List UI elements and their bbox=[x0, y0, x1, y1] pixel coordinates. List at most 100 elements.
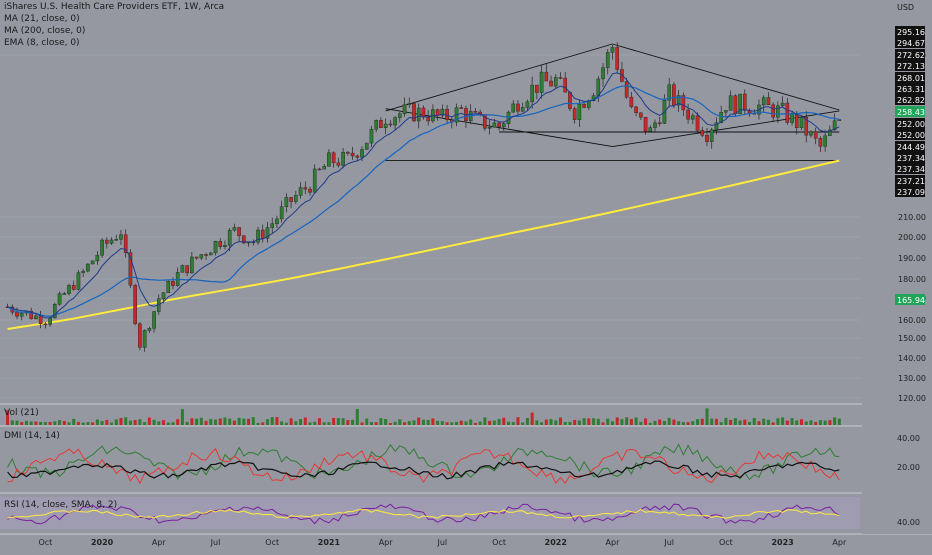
candle-body bbox=[19, 312, 24, 317]
price-label-box bbox=[895, 49, 925, 60]
price-label: 272.62 bbox=[897, 51, 925, 60]
price-label-box bbox=[895, 129, 925, 140]
candle-body bbox=[379, 120, 383, 129]
candle-body bbox=[676, 95, 681, 106]
rsi-pane-label: RSI (14, close, SMA, 8, 2) bbox=[4, 500, 118, 510]
candle-body bbox=[407, 103, 412, 105]
volume-bar bbox=[473, 422, 477, 425]
volume-bar bbox=[43, 422, 47, 425]
candle-body bbox=[738, 93, 742, 114]
candle-body bbox=[289, 197, 293, 202]
candle-body bbox=[742, 93, 747, 111]
volume-bar bbox=[455, 421, 459, 425]
price-axis[interactable]: 120.00130.00140.00150.00160.00170.00180.… bbox=[862, 0, 932, 534]
candle-body bbox=[109, 239, 114, 244]
candle-body bbox=[421, 107, 426, 118]
candle-body bbox=[535, 84, 539, 93]
volume-bar bbox=[237, 417, 241, 425]
volume-bar bbox=[625, 417, 629, 425]
volume-bar bbox=[677, 421, 681, 425]
volume-bar bbox=[147, 417, 151, 425]
time-tick: Apr bbox=[152, 538, 167, 547]
candle-body bbox=[799, 117, 804, 128]
candle-body bbox=[284, 197, 289, 207]
volume-bar bbox=[72, 418, 76, 425]
candle-body bbox=[360, 149, 364, 158]
candle-body bbox=[501, 123, 506, 128]
trend-lines bbox=[385, 43, 840, 161]
time-axis[interactable]: Oct 2020 Apr Jul Oct 2021 Apr Jul Oct 2022 Apr Jul O… bbox=[38, 538, 846, 547]
price-tick: 130.00 bbox=[898, 374, 926, 383]
volume-bar bbox=[483, 417, 487, 425]
price-label-box bbox=[895, 163, 925, 174]
candle-body bbox=[653, 122, 657, 128]
candle-body bbox=[331, 152, 336, 164]
volume-bar bbox=[658, 419, 662, 425]
candle-body bbox=[549, 80, 553, 87]
price-label: 252.00 bbox=[897, 131, 925, 140]
volume-bar bbox=[346, 420, 350, 425]
volume-bar bbox=[110, 422, 114, 425]
candle-body bbox=[818, 138, 823, 147]
time-tick: Jul bbox=[663, 538, 674, 547]
volume-bar bbox=[686, 422, 690, 425]
volume-bar bbox=[185, 421, 189, 425]
price-tick: 190.00 bbox=[898, 254, 926, 263]
volume-bar bbox=[507, 421, 511, 425]
volume-bar bbox=[138, 419, 142, 425]
volume-bar bbox=[303, 417, 307, 425]
candle-body bbox=[270, 223, 275, 228]
candle-body bbox=[53, 304, 57, 319]
volume-bar bbox=[700, 418, 704, 425]
candle-body bbox=[610, 47, 615, 53]
volume-bar bbox=[634, 417, 638, 425]
volume-bar bbox=[544, 419, 548, 425]
volume-bar bbox=[190, 418, 194, 425]
volume-bar bbox=[171, 422, 175, 425]
candle-body bbox=[728, 95, 733, 111]
volume-bar bbox=[757, 421, 761, 425]
candle-body bbox=[761, 97, 766, 106]
dmi-plus-line bbox=[7, 443, 840, 481]
volume-bar bbox=[15, 420, 19, 425]
legend-ema8: EMA (8, close, 0) bbox=[4, 38, 80, 48]
volume-bar bbox=[379, 418, 383, 425]
volume-bar bbox=[256, 422, 260, 425]
candle-body bbox=[147, 328, 152, 331]
price-tick: 150.00 bbox=[898, 334, 926, 343]
volume-bar bbox=[124, 417, 128, 425]
dmi-tick: 20.00 bbox=[897, 463, 920, 472]
candle-body bbox=[398, 113, 402, 118]
candle-body bbox=[119, 234, 123, 240]
volume-bar bbox=[265, 419, 269, 425]
candle-body bbox=[624, 81, 629, 98]
volume-bar bbox=[76, 421, 80, 425]
volume-bar bbox=[648, 422, 652, 425]
price-tick: 160.00 bbox=[898, 316, 926, 325]
volume-bar bbox=[743, 419, 747, 425]
volume-bar bbox=[800, 419, 804, 425]
candle-body bbox=[374, 120, 378, 130]
price-label: 272.13 bbox=[897, 62, 925, 71]
price-label-box bbox=[895, 118, 925, 129]
volume-bar bbox=[81, 422, 85, 425]
volume-bar bbox=[818, 420, 822, 425]
volume-bar bbox=[710, 418, 714, 425]
volume-bar bbox=[327, 422, 331, 425]
volume-bar bbox=[355, 408, 359, 425]
volume-bar bbox=[828, 420, 832, 425]
candle-body bbox=[530, 84, 534, 103]
candle-body bbox=[275, 218, 279, 224]
volume-bar bbox=[62, 420, 66, 425]
volume-bar bbox=[176, 419, 180, 425]
volume-bar bbox=[502, 417, 506, 425]
candle-body bbox=[700, 130, 705, 136]
volume-bar bbox=[351, 419, 355, 425]
candle-body bbox=[90, 260, 95, 265]
volume-bar bbox=[681, 422, 685, 425]
volume-bar bbox=[289, 418, 293, 425]
candle-body bbox=[38, 315, 43, 325]
price-label-box bbox=[895, 141, 925, 152]
